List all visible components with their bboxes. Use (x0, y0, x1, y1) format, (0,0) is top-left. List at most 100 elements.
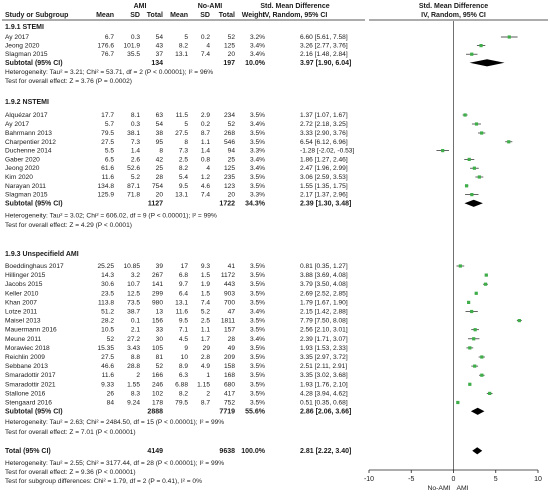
noami-sd: 2.8 (201, 354, 210, 361)
ami-sd: 52.6 (127, 165, 140, 172)
total-weight: 100.0% (241, 448, 266, 455)
noami-total: 49 (228, 345, 236, 352)
study-weight: 3.5% (250, 363, 265, 370)
noami-total: 903 (224, 290, 235, 297)
ami-total: 980 (152, 299, 163, 306)
study-ci: 4.28 [3.94, 4.62] (300, 390, 348, 397)
noami-total: 443 (224, 281, 235, 288)
ami-total: 178 (152, 400, 163, 407)
ami-sd: 2.1 (131, 327, 140, 334)
noami-mean: 11.5 (176, 112, 189, 119)
noami-mean: 27.5 (175, 130, 188, 137)
subtotal-ci: 3.97 [1.90, 6.04] (300, 60, 351, 67)
ami-total: 246 (152, 381, 163, 388)
study-ci: 0.81 [0.35, 1.27] (300, 263, 348, 270)
noami-total: 680 (224, 381, 235, 388)
noami-sd: 2.5 (201, 318, 210, 325)
noami-mean: 5.4 (179, 174, 188, 181)
plot-header-subtitle: IV, Random, 95% CI (421, 12, 486, 19)
study-weight: 3.5% (250, 174, 265, 181)
ami-sd: 5.2 (131, 174, 140, 181)
study-weight: 3.3% (250, 192, 265, 199)
column-header: SD (200, 12, 210, 19)
ami-sd: 3.43 (127, 345, 140, 352)
noami-total: 47 (228, 309, 236, 316)
ami-mean: 11.6 (102, 372, 115, 379)
subgroup-heterogeneity: Heterogeneity: Tau² = 2.63; Chi² = 2484.… (5, 419, 224, 426)
study-name: Boeddinghaus 2017 (5, 263, 64, 270)
study-1-2-marker (480, 131, 484, 135)
study-weight: 3.4% (250, 309, 265, 316)
ami-mean: 113.8 (98, 299, 114, 306)
noami-total: 94 (228, 148, 236, 155)
noami-total: 209 (224, 354, 235, 361)
ami-sd: 3.2 (131, 272, 140, 279)
noami-mean: 11.6 (176, 309, 189, 316)
noami-mean: 5 (184, 121, 188, 128)
study-2-15-marker (456, 400, 460, 405)
study-ci: 3.88 [3.69, 4.08] (300, 272, 348, 279)
subgroup-title: 1.9.2 NSTEMI (5, 99, 49, 106)
study-2-11-marker (473, 364, 477, 368)
footer-line: Test for overall effect: Z = 9.36 (P < 0… (5, 469, 136, 476)
noami-sd: 1.4 (201, 148, 210, 155)
study-1-9-marker (470, 193, 474, 197)
noami-mean: 8.2 (179, 165, 188, 172)
noami-sd: 4 (206, 43, 210, 50)
ami-sd: 87.1 (127, 183, 140, 190)
subtotal-ami-total: 134 (151, 60, 163, 67)
study-weight: 3.5% (250, 381, 265, 388)
study-1-8-marker (464, 184, 469, 188)
ami-total: 81 (156, 354, 164, 361)
ami-mean: 26 (107, 390, 115, 397)
noami-total: 235 (224, 174, 235, 181)
study-1-0-marker (463, 113, 467, 117)
study-ci: 3.26 [2.77, 3.76] (300, 43, 348, 50)
column-header: SD (130, 12, 140, 19)
noami-mean: 6.3 (179, 372, 188, 379)
study-weight: 3.2% (250, 34, 265, 41)
noami-total: 168 (224, 372, 235, 379)
study-ci: 2.72 [2.18, 3.25] (300, 121, 348, 128)
noami-group-header: No-AMI (198, 3, 223, 10)
column-header: Total (219, 12, 235, 19)
effect-header-title: Std. Mean Difference (260, 3, 329, 10)
ami-total: 52 (156, 363, 164, 370)
noami-total: 1811 (221, 318, 236, 325)
study-weight: 3.4% (250, 336, 265, 343)
study-ci: 3.33 [2.90, 3.76] (300, 130, 348, 137)
study-ci: 3.35 [2.97, 3.72] (300, 354, 348, 361)
subtotal-weight: 55.6% (245, 409, 266, 416)
study-ci: 3.35 [3.02, 3.68] (300, 372, 348, 379)
noami-sd: 9.3 (201, 263, 210, 270)
ami-sd: 8.8 (131, 354, 140, 361)
study-1-5-marker (467, 157, 471, 161)
noami-sd: 1.5 (201, 290, 210, 297)
study-weight: 3.5% (250, 263, 265, 270)
ami-mean: 25.25 (97, 263, 114, 270)
ami-mean: 9.33 (101, 381, 114, 388)
study-weight: 3.5% (250, 327, 265, 334)
footer-line: Test for subgroup differences: Chi² = 1.… (5, 478, 202, 485)
noami-sd: 1.15 (197, 381, 210, 388)
study-name: Ay 2017 (5, 34, 29, 41)
noami-sd: 4.9 (201, 363, 210, 370)
noami-mean: 79.5 (175, 400, 188, 407)
noami-total: 52 (228, 121, 236, 128)
noami-sd: 0.2 (201, 34, 210, 41)
noami-sd: 8.7 (201, 130, 210, 137)
subtotal-weight: 10.0% (245, 60, 266, 67)
noami-mean: 8.2 (179, 43, 188, 50)
study-ci: 2.69 [2.52, 2.85] (300, 290, 348, 297)
ami-total: 8 (159, 148, 163, 155)
study-0-0-marker (507, 35, 511, 39)
ami-total: 54 (156, 121, 164, 128)
noami-sd: 4.6 (201, 183, 210, 190)
subtotal-noami-total: 1722 (219, 201, 235, 208)
noami-mean: 6.88 (175, 381, 188, 388)
study-ci: -1.28 [-2.02, -0.53] (300, 148, 354, 155)
noami-mean: 13.1 (175, 51, 188, 58)
study-1-7-marker (477, 175, 481, 179)
subgroup-overall-effect: Test for overall effect: Z = 7.01 (P < 0… (5, 429, 136, 436)
study-1-1-marker (474, 122, 479, 126)
